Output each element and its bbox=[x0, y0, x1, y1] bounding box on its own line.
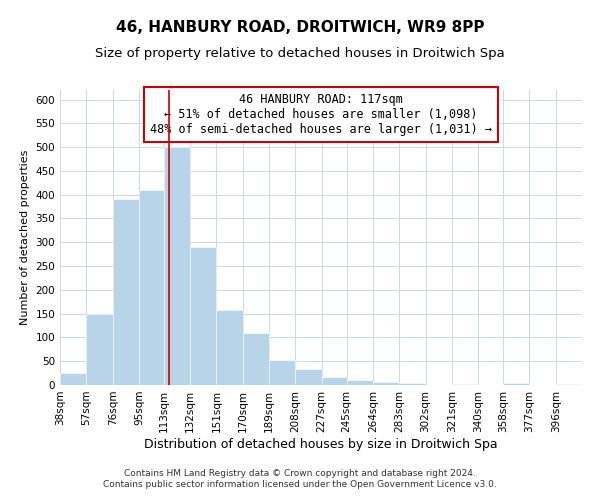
Bar bbox=[190, 247, 217, 385]
Text: Size of property relative to detached houses in Droitwich Spa: Size of property relative to detached ho… bbox=[95, 48, 505, 60]
Bar bbox=[60, 373, 86, 385]
Bar bbox=[217, 310, 243, 385]
Bar bbox=[86, 314, 113, 385]
Text: 46 HANBURY ROAD: 117sqm
← 51% of detached houses are smaller (1,098)
48% of semi: 46 HANBURY ROAD: 117sqm ← 51% of detache… bbox=[150, 93, 492, 136]
Bar bbox=[269, 360, 295, 385]
Bar bbox=[347, 380, 373, 385]
Text: Contains public sector information licensed under the Open Government Licence v3: Contains public sector information licen… bbox=[103, 480, 497, 489]
Bar bbox=[164, 147, 190, 385]
Bar bbox=[295, 370, 322, 385]
Bar bbox=[113, 200, 139, 385]
X-axis label: Distribution of detached houses by size in Droitwich Spa: Distribution of detached houses by size … bbox=[144, 438, 498, 450]
Bar bbox=[452, 384, 478, 385]
Bar bbox=[139, 190, 164, 385]
Bar bbox=[503, 383, 529, 385]
Bar bbox=[556, 384, 582, 385]
Bar bbox=[322, 378, 347, 385]
Bar bbox=[373, 382, 399, 385]
Text: 46, HANBURY ROAD, DROITWICH, WR9 8PP: 46, HANBURY ROAD, DROITWICH, WR9 8PP bbox=[116, 20, 484, 35]
Text: Contains HM Land Registry data © Crown copyright and database right 2024.: Contains HM Land Registry data © Crown c… bbox=[124, 468, 476, 477]
Bar bbox=[243, 332, 269, 385]
Y-axis label: Number of detached properties: Number of detached properties bbox=[20, 150, 30, 325]
Bar bbox=[399, 383, 425, 385]
